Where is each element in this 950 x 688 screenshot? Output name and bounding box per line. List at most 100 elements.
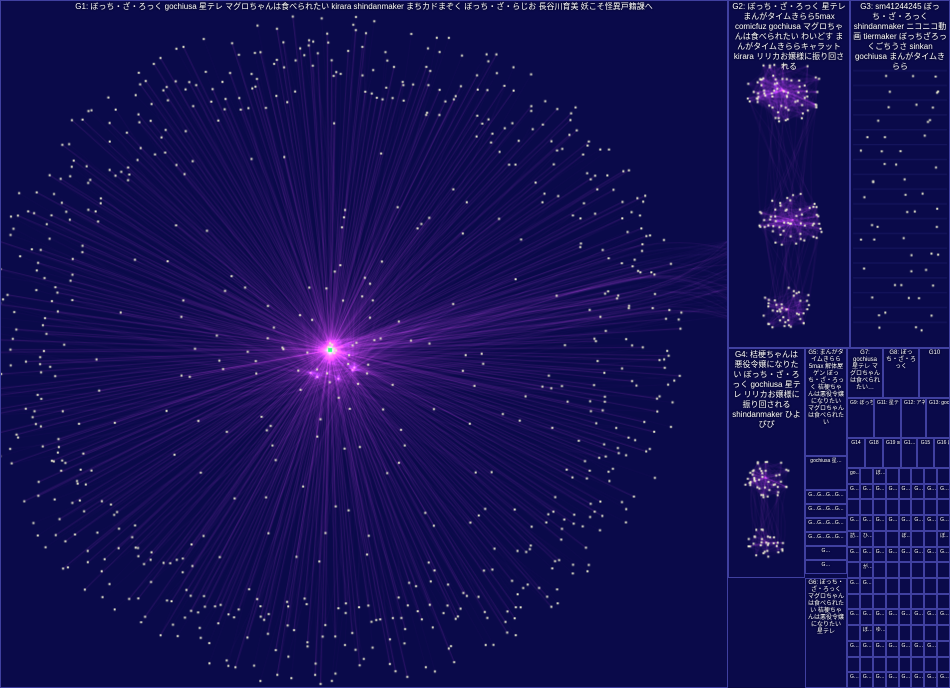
treemap-tiny-cell	[924, 657, 937, 673]
treemap-tiny-cell	[937, 468, 950, 484]
cell-label: G…	[887, 642, 898, 650]
cell-label	[887, 563, 898, 565]
treemap-tiny-cell: G…	[860, 547, 873, 563]
treemap-tiny-cell: G…	[899, 515, 912, 531]
cell-label	[848, 563, 859, 565]
cell-label: G…	[912, 673, 923, 681]
treemap-tiny-cell: G…	[937, 515, 950, 531]
cell-label: G12: アネモネは…	[902, 399, 925, 407]
treemap-tiny-cell: G…	[924, 609, 937, 625]
treemap-cell-G7: G7: gochiusa 星テレ マグロちゃんは食べられたい…	[847, 348, 883, 398]
cell-label: ぼ…	[874, 469, 885, 477]
treemap-tiny-cell: G…	[886, 609, 899, 625]
treemap-tiny-cell: G…	[924, 672, 937, 688]
cell-label	[874, 658, 885, 660]
cell-label: G…	[900, 610, 911, 618]
treemap-tiny-cell: が…	[860, 562, 873, 578]
cell-label: G5: まんがタイムきらら5max 解体屋ゲン ぼっち・ざ・ろっく 桔梗ちゃんは…	[806, 349, 846, 428]
cell-label: G…	[912, 548, 923, 556]
cell-label: G…	[887, 673, 898, 681]
treemap-tiny-cell: G…	[860, 641, 873, 657]
treemap-tiny-cell: G…	[847, 515, 860, 531]
cell-label: G…	[925, 673, 936, 681]
cell-label: G…	[861, 579, 872, 587]
treemap-tiny-cell: ぼ…	[937, 531, 950, 547]
cell-label	[938, 626, 949, 628]
treemap-cell-G6: G6: ぼっち・ざ・ろっく マグロちゃんは食べられたい 桔梗ちゃんは悪役令嬢にな…	[805, 578, 847, 688]
treemap-tiny-cell: G…	[899, 609, 912, 625]
treemap-tiny-cell: G…	[873, 672, 886, 688]
treemap-tiny-cell: G…	[937, 672, 950, 688]
treemap-cell-G18: G18	[865, 438, 883, 468]
treemap-tiny-cell	[899, 657, 912, 673]
treemap-tiny-cell: G…G…G…G…	[805, 504, 847, 518]
treemap-tiny-cell	[873, 562, 886, 578]
treemap-tiny-cell	[924, 468, 937, 484]
treemap-tiny-cell	[911, 562, 924, 578]
cell-label: G…	[938, 548, 949, 556]
treemap-tiny-cell	[860, 657, 873, 673]
treemap-cell-G19: G19 sm…	[883, 438, 901, 468]
cell-label	[861, 469, 872, 471]
cell-label	[900, 579, 911, 581]
cell-label: G…	[925, 516, 936, 524]
treemap-tiny-cell: ぼ…	[899, 531, 912, 547]
treemap-tiny-cell: G…	[937, 484, 950, 500]
treemap-tiny-cell: G…	[911, 515, 924, 531]
cell-label: G…	[848, 579, 859, 587]
cell-label	[900, 500, 911, 502]
treemap-tiny-cell: G…	[899, 641, 912, 657]
cell-label	[912, 595, 923, 597]
cell-label	[925, 658, 936, 660]
cell-label: G18	[866, 439, 882, 447]
treemap-tiny-cell: go…	[847, 468, 860, 484]
treemap-tiny-cell	[899, 578, 912, 594]
treemap-cell-G2: G2: ぼっち・ざ・ろっく 星テレ まんがタイムきらら5max comicfuz…	[728, 0, 850, 348]
cell-label	[938, 642, 949, 644]
treemap-tiny-cell: G…	[911, 484, 924, 500]
cell-label: G…	[912, 485, 923, 493]
treemap-tiny-cell: 訪…	[847, 531, 860, 547]
treemap-tiny-cell	[911, 499, 924, 515]
cell-label	[848, 595, 859, 597]
cell-label: G…	[848, 548, 859, 556]
cell-label: G…	[874, 516, 885, 524]
cell-label	[912, 500, 923, 502]
cell-label: G…	[925, 642, 936, 650]
cell-label	[912, 579, 923, 581]
treemap-tiny-cell: G…	[805, 560, 847, 574]
treemap-tiny-cell	[886, 594, 899, 610]
treemap-tiny-cell: G…	[937, 547, 950, 563]
treemap-tiny-cell	[847, 594, 860, 610]
treemap-tiny-cell: G…	[847, 672, 860, 688]
cell-label	[925, 469, 936, 471]
cell-label	[874, 563, 885, 565]
cell-label: G2: ぼっち・ざ・ろっく 星テレ まんがタイムきらら5max comicfuz…	[729, 1, 849, 73]
treemap-cell-G4: G4: 桔梗ちゃんは悪役令嬢になりたい ぼっち・ざ・ろっく gochiusa 星…	[728, 348, 805, 578]
treemap-tiny-cell	[911, 468, 924, 484]
cell-label	[848, 626, 859, 628]
treemap-cell-G13: G13: goc…	[926, 398, 950, 438]
treemap-tiny-cell: G…	[937, 609, 950, 625]
cell-label: G…	[861, 610, 872, 618]
treemap-tiny-cell	[899, 594, 912, 610]
cell-label: G7: gochiusa 星テレ マグロちゃんは食べられたい…	[848, 349, 882, 393]
cell-label: G…	[874, 642, 885, 650]
cell-label: G…	[900, 642, 911, 650]
cell-label: G…G…G…G…	[806, 505, 846, 513]
treemap-tiny-cell	[937, 625, 950, 641]
treemap-cell-G15: G15	[917, 438, 934, 468]
cell-label	[874, 579, 885, 581]
cell-label: G…	[887, 485, 898, 493]
cell-label: G…	[925, 548, 936, 556]
treemap-tiny-cell: G…	[873, 547, 886, 563]
treemap-tiny-cell: G…G…G…G…	[805, 532, 847, 546]
treemap-tiny-cell	[899, 625, 912, 641]
treemap-tiny-cell: G…	[924, 547, 937, 563]
cell-label	[874, 532, 885, 534]
treemap-cell-G5: G5: まんがタイムきらら5max 解体屋ゲン ぼっち・ざ・ろっく 桔梗ちゃんは…	[805, 348, 847, 456]
cell-label: G…	[848, 642, 859, 650]
treemap-tiny-cell: G…	[886, 641, 899, 657]
treemap-tiny-cell: G…	[899, 484, 912, 500]
cell-label: G…	[925, 485, 936, 493]
